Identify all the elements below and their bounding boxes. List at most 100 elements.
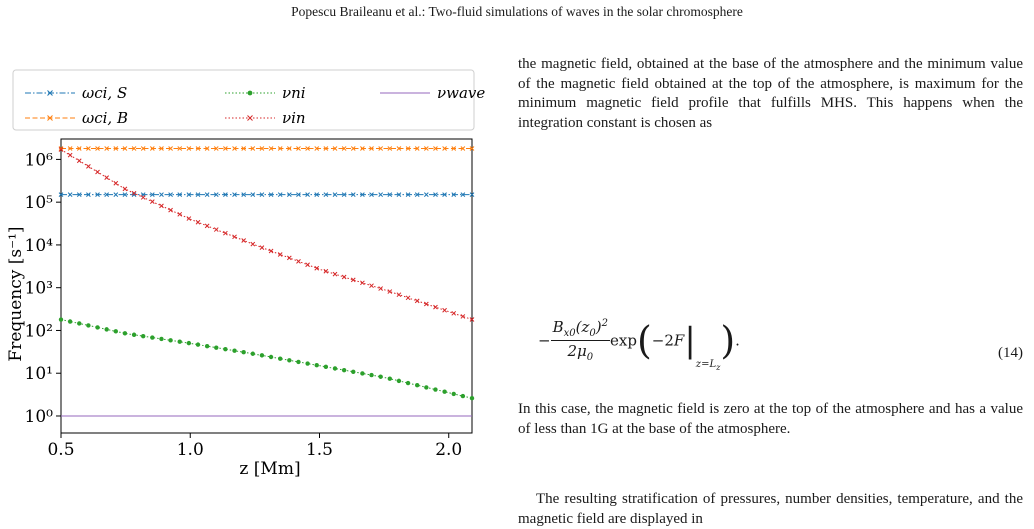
data-point [469, 146, 475, 151]
data-point [268, 146, 274, 151]
data-point [250, 241, 256, 247]
data-point [378, 192, 384, 197]
data-point [122, 331, 128, 336]
data-point [323, 192, 329, 197]
equation-number: (14) [998, 345, 1023, 361]
data-point [259, 146, 265, 151]
data-point [195, 146, 201, 151]
data-point [305, 192, 310, 197]
data-point [369, 192, 374, 197]
data-point [122, 186, 128, 192]
data-point [232, 348, 237, 353]
data-point [195, 219, 201, 225]
series-line [60, 319, 473, 399]
data-point [442, 192, 447, 197]
data-point [332, 192, 338, 197]
data-point [414, 192, 420, 197]
data-point [314, 192, 320, 197]
data-point [250, 192, 256, 197]
data-point [360, 192, 365, 197]
data-point [350, 146, 356, 151]
data-point [387, 376, 392, 381]
data-point [369, 146, 374, 151]
data-point [305, 146, 310, 151]
y-tick-label: 10⁶ [25, 150, 54, 170]
data-point [378, 146, 384, 151]
data-point [67, 192, 73, 197]
legend-entry: ωci, S [25, 84, 127, 102]
legend-label: νni [282, 84, 306, 102]
data-point [67, 152, 73, 158]
data-point [223, 146, 228, 151]
data-point [433, 146, 438, 151]
data-point [241, 192, 247, 197]
data-point [296, 359, 301, 365]
legend-marker [47, 115, 53, 121]
legend-entry: νin [225, 109, 306, 127]
data-point [259, 245, 265, 250]
data-point [122, 192, 128, 197]
data-point [232, 234, 237, 240]
series-1 [58, 146, 475, 151]
data-point [204, 223, 210, 229]
data-point [149, 146, 155, 151]
data-point [76, 158, 82, 164]
data-point [350, 192, 356, 197]
data-point [350, 277, 356, 283]
data-point [58, 147, 64, 152]
data-point [86, 146, 91, 151]
data-point [77, 321, 82, 326]
data-point [259, 192, 265, 197]
data-point [113, 192, 119, 197]
x-axis-label: z [Mm] [239, 459, 300, 479]
data-point [332, 146, 338, 151]
data-point [296, 192, 301, 197]
plot-area: 0.5 1.0 1.5 2.0 10⁰ 10¹ 10² 10³ 10⁴ 10⁵ 10⁶ [25, 138, 475, 460]
data-point [277, 146, 283, 151]
data-point [168, 146, 173, 151]
data-point [451, 192, 457, 197]
data-point [296, 146, 301, 151]
data-point [433, 304, 438, 310]
data-point [232, 146, 237, 151]
data-point [223, 192, 228, 197]
x-tick-label: 1.5 [306, 440, 333, 460]
data-point [95, 169, 100, 175]
data-point [104, 192, 110, 197]
x-tick-label: 2.0 [435, 440, 462, 460]
data-point [414, 298, 420, 304]
data-point [405, 146, 411, 151]
data-point [86, 323, 91, 328]
data-point [177, 192, 183, 197]
data-point [141, 333, 146, 339]
data-point [277, 192, 283, 197]
legend-label: νwave [437, 84, 485, 102]
data-point [286, 192, 292, 197]
data-point [67, 319, 73, 324]
data-point [131, 146, 137, 151]
data-point [305, 361, 310, 366]
data-point [460, 192, 466, 197]
data-point [369, 372, 374, 378]
x-tick-label: 1.0 [177, 440, 204, 460]
data-point [442, 389, 447, 394]
data-point [159, 336, 164, 342]
data-point [378, 286, 384, 291]
legend-entry: νwave [380, 84, 485, 102]
data-point [442, 307, 447, 313]
legend-entry: νni [225, 84, 306, 102]
data-point [405, 192, 411, 197]
data-point [131, 192, 137, 197]
data-point [332, 271, 338, 277]
legend-marker [247, 90, 253, 96]
data-point [131, 332, 137, 337]
data-point [241, 238, 247, 243]
data-point [287, 358, 292, 363]
data-point [241, 350, 246, 355]
data-point [433, 192, 438, 197]
legend-label: νin [282, 109, 306, 127]
chart-legend: ωci, S ωci, B νni νin νwave [12, 69, 485, 131]
data-point [76, 146, 82, 151]
data-point [387, 146, 393, 151]
data-point [104, 175, 110, 180]
